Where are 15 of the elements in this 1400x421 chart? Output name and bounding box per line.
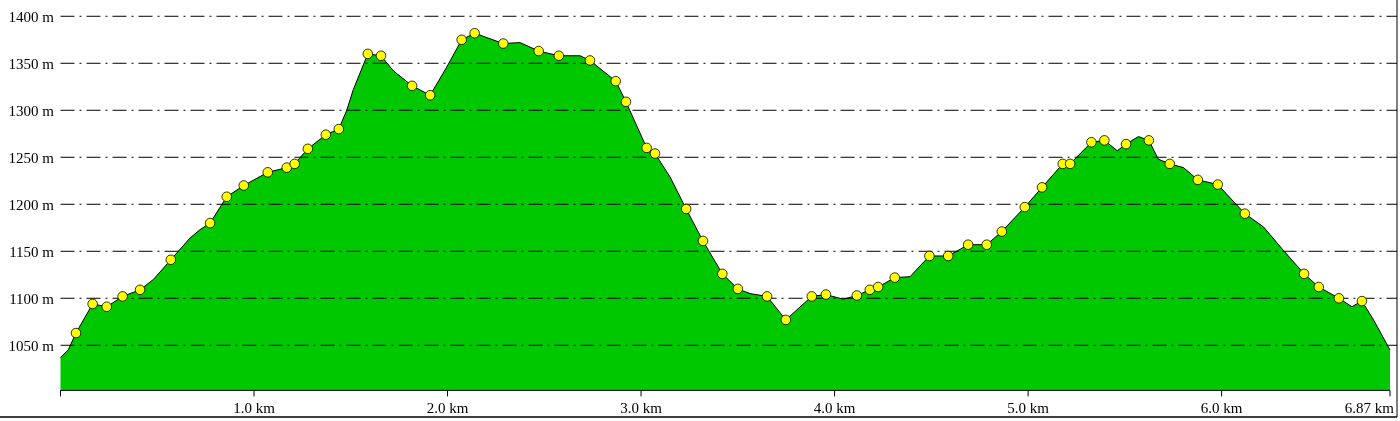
- y-tick-label: 1150 m: [9, 243, 55, 260]
- y-tick-label: 1400 m: [8, 8, 55, 25]
- x-tick-label: 2.0 km: [426, 400, 469, 417]
- x-tick-label: 6.0 km: [1200, 400, 1243, 417]
- x-tick-label: 3.0 km: [620, 400, 663, 417]
- x-tick-label: 4.0 km: [813, 400, 856, 417]
- y-tick-label: 1350 m: [8, 55, 55, 72]
- y-tick-label: 1200 m: [8, 196, 55, 213]
- y-tick-label: 1300 m: [8, 102, 55, 119]
- x-tick-label: 6.87 km: [1344, 400, 1395, 417]
- y-tick-label: 1050 m: [8, 337, 55, 354]
- x-tick-label: 1.0 km: [233, 400, 276, 417]
- y-tick-label: 1250 m: [8, 149, 55, 166]
- y-tick-label: 1100 m: [9, 290, 55, 307]
- x-tick-label: 5.0 km: [1007, 400, 1050, 417]
